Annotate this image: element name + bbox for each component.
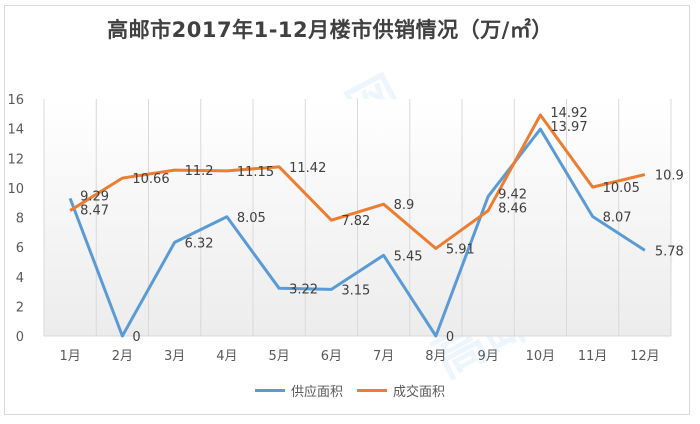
data-label: 10.9 (655, 169, 684, 184)
y-tick-label: 12 (7, 152, 24, 167)
y-tick-label: 0 (16, 330, 24, 345)
data-label: 8.05 (237, 211, 266, 226)
legend-item-supply[interactable]: 供应面积 (254, 381, 343, 400)
legend-swatch-icon (254, 389, 285, 392)
series-line-supply (68, 127, 646, 338)
legend-swatch-icon (357, 389, 387, 392)
legend: 供应面积 成交面积 (0, 381, 700, 400)
series-lines (68, 113, 646, 338)
series-line-sales (69, 113, 646, 250)
y-tick-label: 6 (16, 241, 24, 256)
data-label: 8.07 (603, 210, 632, 225)
x-tick-label: 1月 (59, 349, 80, 364)
data-label: 9.29 (80, 189, 109, 204)
data-label: 13.97 (550, 120, 587, 135)
y-tick-label: 14 (7, 123, 24, 138)
y-tick-label: 2 (16, 300, 24, 315)
legend-label: 成交面积 (393, 385, 446, 400)
data-label: 11.42 (289, 161, 326, 176)
gridlines (43, 99, 672, 337)
data-labels: 9.29 0 6.32 8.05 3.22 3.15 5.45 0 9.42 13.97 8.07 5… (80, 106, 684, 345)
x-tick-label: 3月 (164, 349, 185, 364)
data-label: 10.05 (603, 181, 640, 196)
x-tick-label: 2月 (112, 349, 133, 364)
legend-item-sales[interactable]: 成交面积 (357, 381, 445, 400)
data-label: 11.15 (237, 165, 274, 180)
x-tick-label: 9月 (477, 349, 498, 364)
chart-title: 高邮市2017年1-12月楼市供销情况（万/㎡） (107, 18, 553, 42)
data-label: 5.78 (655, 244, 684, 259)
y-tick-label: 16 (7, 93, 24, 108)
data-label: 7.82 (341, 214, 370, 229)
data-label: 8.47 (80, 203, 109, 218)
x-tick-label: 4月 (216, 349, 237, 364)
x-axis: 1月 2月 3月 4月 5月 6月 7月 8月 9月 10月 11月 12月 (59, 349, 659, 364)
x-tick-label: 8月 (425, 349, 446, 364)
data-label: 6.32 (185, 236, 214, 251)
data-label: 11.2 (185, 164, 214, 179)
data-label: 0 (446, 330, 454, 345)
data-label: 0 (132, 330, 140, 345)
legend-label: 供应面积 (290, 385, 343, 400)
data-label: 9.42 (498, 187, 527, 202)
y-axis: 0 2 4 6 8 10 12 14 16 (7, 93, 24, 345)
y-tick-label: 4 (16, 271, 24, 286)
x-tick-label: 10月 (526, 349, 556, 364)
x-tick-label: 11月 (578, 349, 608, 364)
x-tick-label: 5月 (268, 349, 289, 364)
data-label: 5.91 (446, 242, 475, 257)
y-tick-label: 10 (7, 182, 24, 197)
data-label: 5.45 (394, 249, 423, 264)
data-label: 10.66 (132, 172, 169, 187)
x-tick-label: 6月 (321, 349, 342, 364)
data-label: 8.46 (498, 201, 527, 216)
y-tick-label: 8 (16, 212, 24, 227)
data-label: 3.22 (289, 282, 318, 297)
data-label: 3.15 (341, 283, 370, 298)
x-tick-label: 12月 (630, 349, 660, 364)
x-tick-label: 7月 (373, 349, 394, 364)
data-label: 14.92 (550, 106, 587, 121)
data-label: 8.9 (394, 198, 415, 213)
